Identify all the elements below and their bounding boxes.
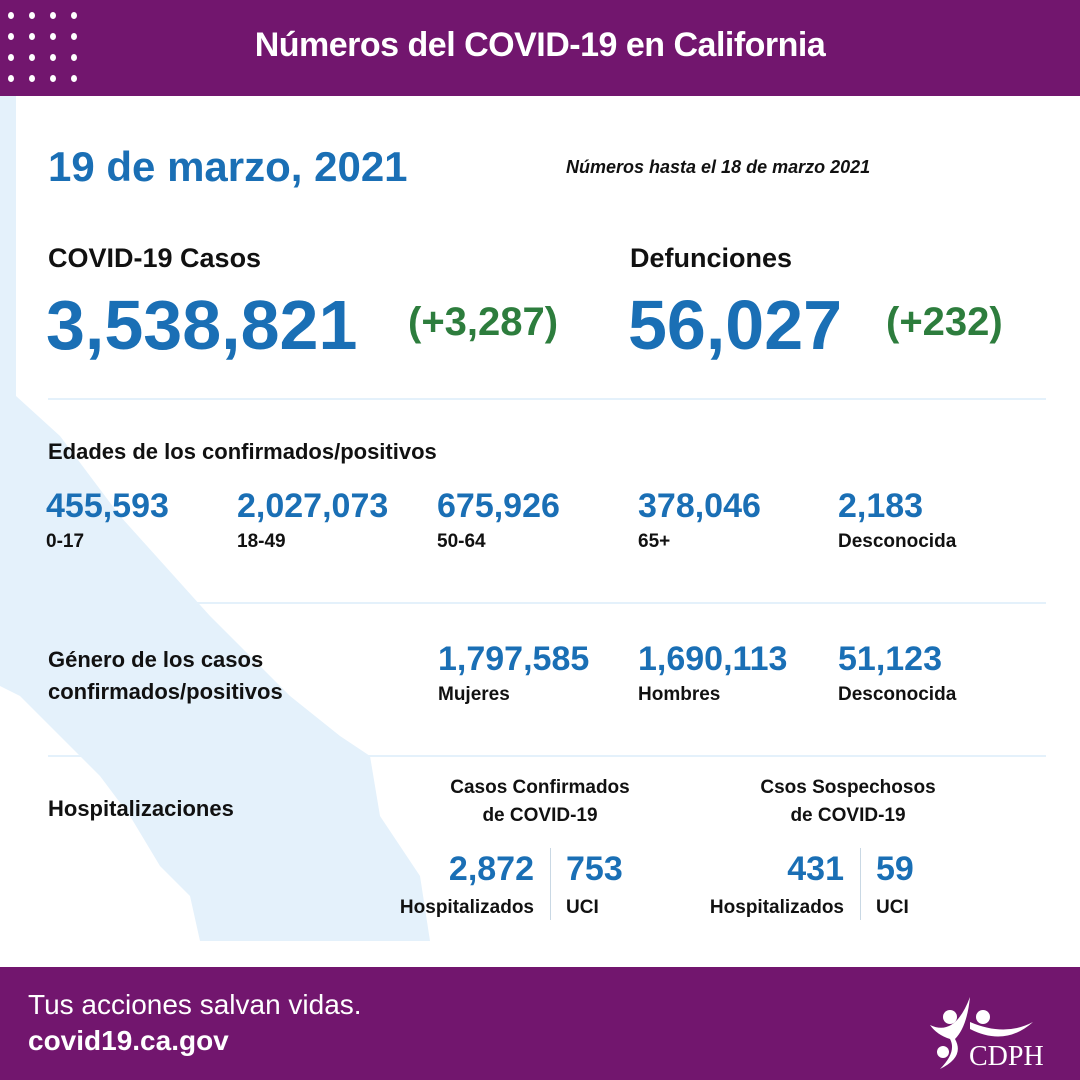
footer-tagline: Tus acciones salvan vidas. <box>28 989 362 1020</box>
dot <box>29 33 35 40</box>
dot <box>50 33 56 40</box>
dot <box>71 75 77 82</box>
dot <box>29 54 35 61</box>
suspected-icu-label: UCI <box>876 897 909 918</box>
gender-label: Mujeres <box>438 684 510 705</box>
confirmed-title-line2: de COVID-19 <box>482 805 598 826</box>
cases-total: 3,538,821 <box>46 286 358 364</box>
confirmed-hosp-value: 2,872 <box>448 850 534 888</box>
age-group-label: 50-64 <box>437 531 486 552</box>
dot <box>29 75 35 82</box>
footer-banner: Tus acciones salvan vidas. covid19.ca.go… <box>0 967 1080 1080</box>
dot <box>8 54 14 61</box>
dot <box>50 54 56 61</box>
dot <box>71 12 77 19</box>
dot <box>71 33 77 40</box>
ages-title: Edades de los confirmados/positivos <box>48 439 437 464</box>
age-group-value: 378,046 <box>638 487 761 525</box>
age-group-label: 18-49 <box>237 531 286 552</box>
report-date: 19 de marzo, 2021 <box>48 143 408 190</box>
confirmed-hosp-label: Hospitalizados <box>399 897 534 918</box>
dot <box>50 12 56 19</box>
footer-url[interactable]: covid19.ca.gov <box>28 1025 229 1056</box>
suspected-hosp-label: Hospitalizados <box>709 897 844 918</box>
deaths-total: 56,027 <box>628 286 843 364</box>
age-group-value: 2,183 <box>838 487 924 525</box>
gender-title-line1: Género de los casos <box>48 647 264 672</box>
deaths-label: Defunciones <box>630 243 793 273</box>
age-group-value: 675,926 <box>437 487 560 525</box>
age-group-label: Desconocida <box>838 531 957 552</box>
cdph-logo-text: CDPH <box>969 1041 1044 1072</box>
california-map-silhouette <box>0 96 430 941</box>
age-group-value: 2,027,073 <box>237 487 389 525</box>
gender-title-line2: confirmados/positivos <box>48 679 283 704</box>
gender-label: Hombres <box>638 684 721 705</box>
dot <box>8 75 14 82</box>
confirmed-icu-value: 753 <box>566 850 623 888</box>
suspected-hosp-value: 431 <box>787 850 844 888</box>
confirmed-title-line1: Casos Confirmados <box>450 777 630 798</box>
dot <box>8 33 14 40</box>
suspected-title-line2: de COVID-19 <box>790 805 906 826</box>
dots-decoration <box>4 8 84 88</box>
divider <box>48 398 1046 400</box>
dot <box>8 12 14 19</box>
deaths-change: (+232) <box>886 300 1003 344</box>
page-title: Números del COVID-19 en California <box>254 26 826 64</box>
separator <box>860 848 861 920</box>
gender-value: 51,123 <box>838 640 942 678</box>
divider <box>48 755 1046 757</box>
header-banner: Números del COVID-19 en California <box>0 0 1080 96</box>
dot <box>29 12 35 19</box>
suspected-icu-value: 59 <box>876 850 914 888</box>
confirmed-icu-label: UCI <box>566 897 599 918</box>
age-group-label: 65+ <box>638 531 671 552</box>
gender-value: 1,690,113 <box>638 640 788 678</box>
hosp-title: Hospitalizaciones <box>48 796 234 821</box>
suspected-title-line1: Csos Sospechosos <box>760 777 936 798</box>
separator <box>550 848 551 920</box>
gender-label: Desconocida <box>838 684 957 705</box>
cases-change: (+3,287) <box>408 300 559 344</box>
divider <box>48 602 1046 604</box>
gender-value: 1,797,585 <box>438 640 590 678</box>
cases-label: COVID-19 Casos <box>48 243 262 273</box>
as-of-note: Números hasta el 18 de marzo 2021 <box>566 157 871 177</box>
age-group-value: 455,593 <box>46 487 169 525</box>
cdph-logo: CDPH <box>930 997 1044 1072</box>
age-group-label: 0-17 <box>46 531 85 552</box>
dot <box>71 54 77 61</box>
dot <box>50 75 56 82</box>
